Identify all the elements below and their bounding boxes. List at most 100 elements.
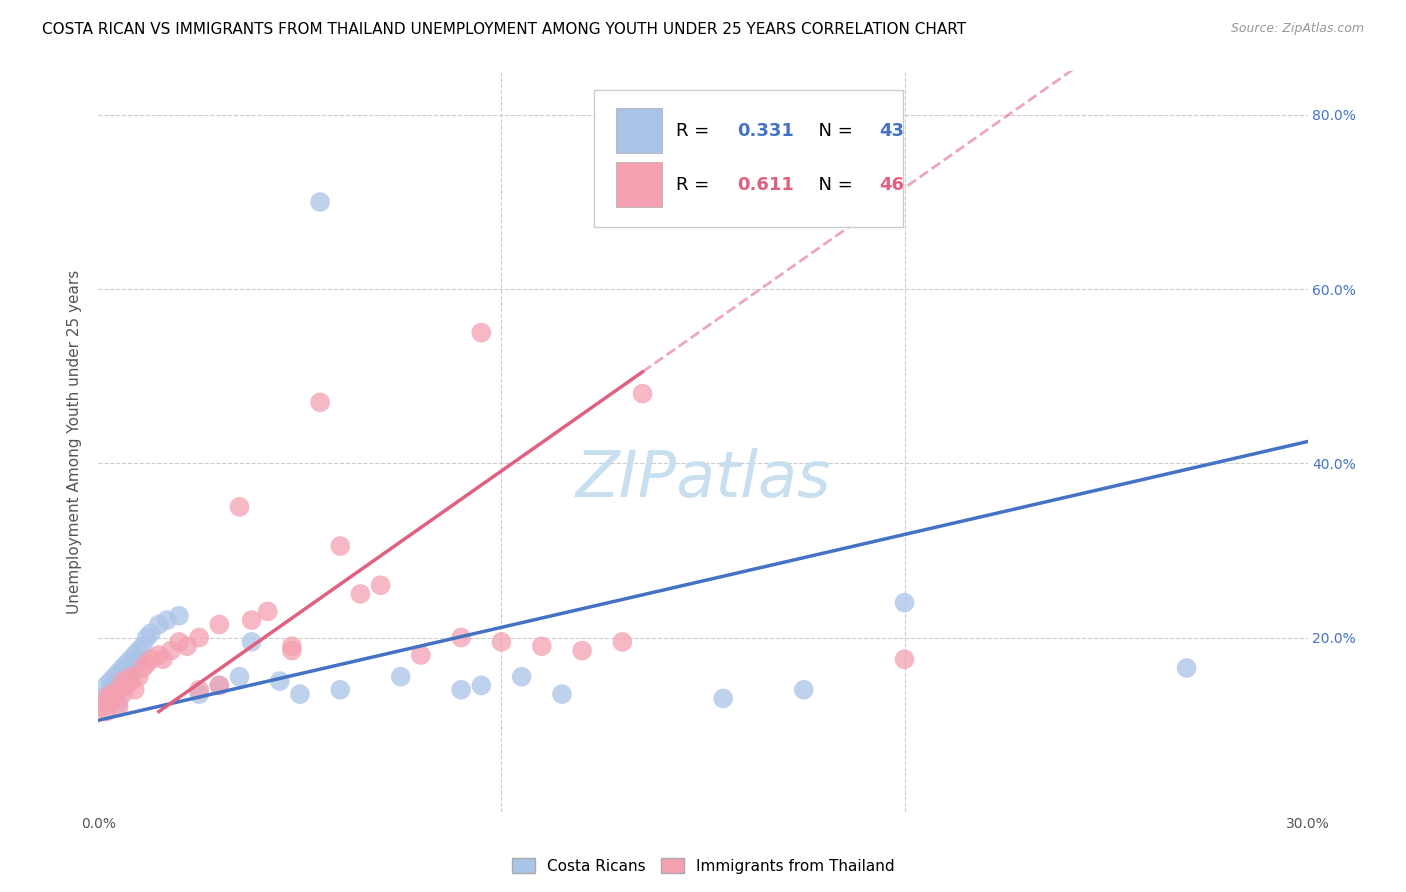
Point	[132, 639, 155, 653]
Point	[188, 687, 211, 701]
Point	[100, 687, 122, 701]
Text: ZIPatlas: ZIPatlas	[575, 448, 831, 509]
Point	[612, 635, 634, 649]
FancyBboxPatch shape	[616, 162, 662, 207]
Point	[160, 643, 183, 657]
Point	[893, 596, 915, 610]
Point	[1175, 661, 1198, 675]
Point	[450, 631, 472, 645]
Point	[228, 670, 250, 684]
Point	[409, 648, 432, 662]
Point	[111, 687, 134, 701]
Text: Source: ZipAtlas.com: Source: ZipAtlas.com	[1230, 22, 1364, 36]
Point	[128, 670, 150, 684]
Point	[103, 670, 125, 684]
Text: 43: 43	[880, 121, 904, 139]
Point	[148, 617, 170, 632]
Point	[91, 700, 114, 714]
Point	[793, 682, 815, 697]
Point	[269, 674, 291, 689]
Point	[96, 696, 118, 710]
Point	[470, 326, 492, 340]
Point	[107, 696, 129, 710]
Point	[491, 635, 513, 649]
Point	[115, 657, 138, 671]
Point	[111, 674, 134, 689]
Point	[208, 678, 231, 692]
Point	[139, 626, 162, 640]
Point	[510, 670, 533, 684]
Point	[208, 678, 231, 692]
Point	[370, 578, 392, 592]
Point	[120, 670, 142, 684]
Point	[309, 194, 332, 209]
Point	[103, 687, 125, 701]
Point	[100, 696, 122, 710]
Point	[128, 652, 150, 666]
Point	[120, 652, 142, 666]
Point	[228, 500, 250, 514]
Point	[100, 682, 122, 697]
FancyBboxPatch shape	[616, 109, 662, 153]
Text: R =: R =	[676, 176, 716, 194]
Point	[96, 678, 118, 692]
Point	[240, 613, 263, 627]
Point	[256, 604, 278, 618]
Point	[631, 386, 654, 401]
Point	[551, 687, 574, 701]
Point	[176, 639, 198, 653]
Point	[124, 682, 146, 697]
Point	[349, 587, 371, 601]
Point	[132, 661, 155, 675]
Legend: Costa Ricans, Immigrants from Thailand: Costa Ricans, Immigrants from Thailand	[506, 852, 900, 880]
Point	[115, 670, 138, 684]
Point	[188, 631, 211, 645]
Point	[139, 652, 162, 666]
Point	[96, 705, 118, 719]
Text: 46: 46	[880, 176, 904, 194]
Point	[329, 539, 352, 553]
Point	[281, 639, 304, 653]
Point	[893, 652, 915, 666]
Point	[281, 643, 304, 657]
Point	[103, 691, 125, 706]
Point	[156, 613, 179, 627]
Text: N =: N =	[807, 121, 859, 139]
Point	[135, 657, 157, 671]
Point	[329, 682, 352, 697]
Point	[115, 678, 138, 692]
Text: N =: N =	[807, 176, 859, 194]
Point	[167, 608, 190, 623]
Point	[288, 687, 311, 701]
Point	[107, 678, 129, 692]
Point	[120, 665, 142, 680]
Point	[148, 648, 170, 662]
Point	[100, 674, 122, 689]
Point	[450, 682, 472, 697]
Point	[96, 691, 118, 706]
Point	[571, 643, 593, 657]
Point	[188, 682, 211, 697]
Point	[107, 665, 129, 680]
Point	[135, 631, 157, 645]
Point	[111, 674, 134, 689]
Text: COSTA RICAN VS IMMIGRANTS FROM THAILAND UNEMPLOYMENT AMONG YOUTH UNDER 25 YEARS : COSTA RICAN VS IMMIGRANTS FROM THAILAND …	[42, 22, 966, 37]
Point	[124, 657, 146, 671]
Point	[389, 670, 412, 684]
Point	[152, 652, 174, 666]
Point	[107, 682, 129, 697]
Point	[124, 648, 146, 662]
Point	[111, 661, 134, 675]
Point	[530, 639, 553, 653]
Point	[711, 691, 734, 706]
Text: 0.611: 0.611	[737, 176, 794, 194]
Point	[240, 635, 263, 649]
Point	[208, 617, 231, 632]
Point	[107, 700, 129, 714]
Text: 0.331: 0.331	[737, 121, 794, 139]
Point	[91, 691, 114, 706]
Text: R =: R =	[676, 121, 716, 139]
Y-axis label: Unemployment Among Youth under 25 years: Unemployment Among Youth under 25 years	[67, 269, 83, 614]
Point	[167, 635, 190, 649]
Point	[309, 395, 332, 409]
